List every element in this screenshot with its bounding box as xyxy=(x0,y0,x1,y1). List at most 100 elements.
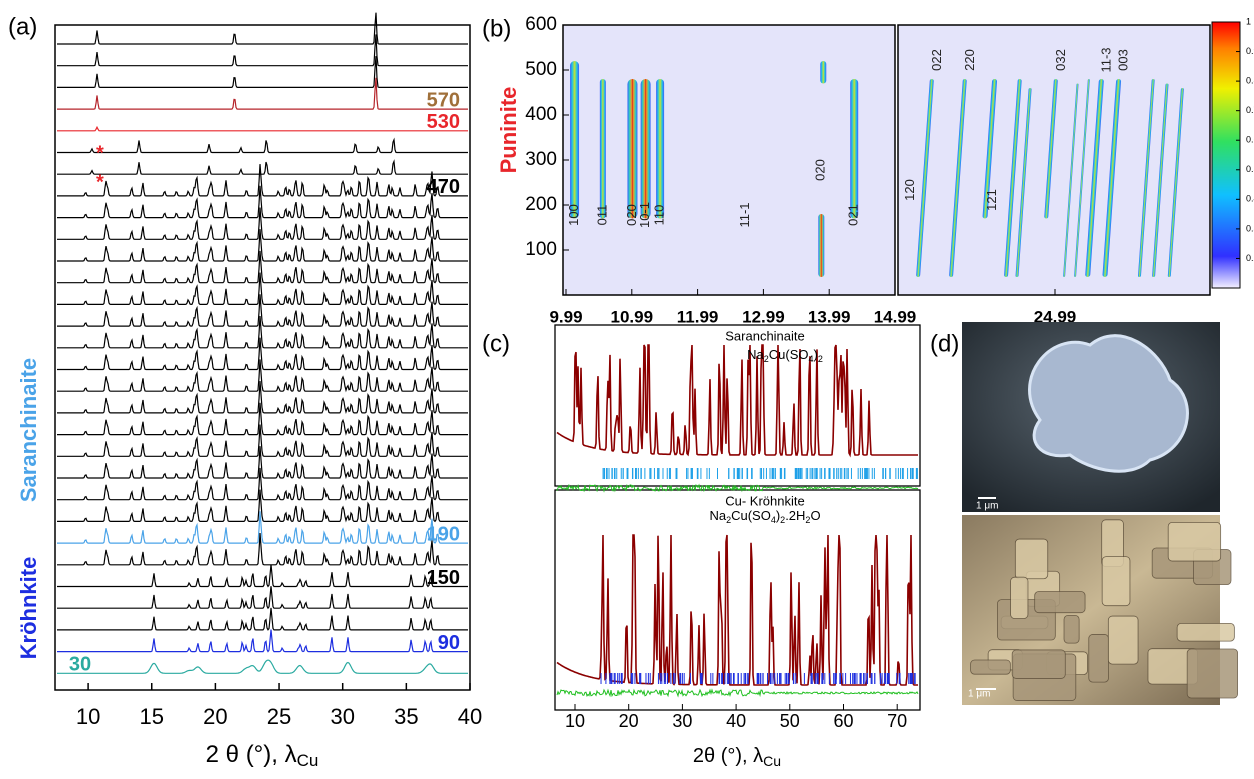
xrd-pattern xyxy=(57,629,468,653)
difference-curve xyxy=(556,688,919,698)
temperature-label: 150 xyxy=(427,567,460,589)
formula-subscript: 2 xyxy=(805,515,810,525)
contour-stripe xyxy=(1063,83,1079,277)
x-tick-label: 10.99 xyxy=(611,307,654,326)
phase-label: Saranchinaite xyxy=(16,358,41,502)
temperature-label: 530 xyxy=(427,111,460,133)
x-tick-label: 40 xyxy=(726,711,746,731)
contour-stripe xyxy=(627,79,638,219)
xrd-pattern xyxy=(57,586,468,610)
x-tick-label: 14.99 xyxy=(874,307,917,326)
sem-crystal xyxy=(1034,591,1086,614)
peak-label: 110 xyxy=(652,205,667,226)
x-tick-label: 40 xyxy=(458,704,482,729)
colorbar-tick-label: 0.9 xyxy=(1246,46,1254,56)
contour-stripe xyxy=(1102,79,1122,277)
scale-label: 1 μm xyxy=(968,689,990,700)
peak-label: 003 xyxy=(1116,49,1131,71)
xrd-pattern xyxy=(57,381,468,415)
colorbar-tick-label: 0.7 xyxy=(1246,105,1254,115)
peak-label: 220 xyxy=(962,49,977,71)
xrd-pattern xyxy=(57,164,468,198)
contour-stripe xyxy=(850,79,859,219)
xrd-pattern xyxy=(57,56,468,88)
formula-subscript: 2 xyxy=(764,354,769,364)
xrd-pattern xyxy=(57,424,468,458)
x-tick-label: 25 xyxy=(267,704,291,729)
x-axis-label-main: 2θ (°), λ xyxy=(693,745,763,767)
contour-stripe xyxy=(1015,88,1032,277)
sem-crystal xyxy=(1014,538,1049,580)
sem-crystal xyxy=(1010,576,1029,619)
contour-stripe xyxy=(982,79,998,219)
xrd-pattern xyxy=(57,532,468,566)
temperature-label: 570 xyxy=(427,89,460,111)
formula-subscript: 2 xyxy=(780,515,785,525)
x-tick-label: 12.99 xyxy=(742,307,785,326)
contour-stripe xyxy=(1152,83,1169,277)
sem-crystal xyxy=(1186,648,1239,699)
xrd-pattern xyxy=(57,159,468,175)
xrd-pattern xyxy=(57,34,468,67)
formula-part: Cu(SO xyxy=(769,347,809,362)
x-tick-label: 15 xyxy=(140,704,164,729)
sem-crystal xyxy=(1088,634,1109,683)
peak-label: 021 xyxy=(846,204,861,226)
xrd-pattern xyxy=(57,185,468,219)
xrd-pattern xyxy=(57,229,468,263)
phase-label: Kröhnkite xyxy=(16,557,41,660)
xrd-pattern xyxy=(57,12,468,45)
colorbar-tick-label: 0.5 xyxy=(1246,164,1254,174)
sem-crystal xyxy=(1063,614,1080,644)
x-tick-label: 13.99 xyxy=(808,307,851,326)
temperature-label: 30 xyxy=(69,654,91,676)
impurity-marker: * xyxy=(96,171,104,193)
xrd-pattern xyxy=(57,511,468,545)
x-tick-label: 35 xyxy=(394,704,418,729)
x-tick-label: 60 xyxy=(833,711,853,731)
panel-label: (d) xyxy=(930,330,959,357)
contour-stripe xyxy=(1085,79,1104,277)
x-tick-label: 11.99 xyxy=(677,307,719,326)
subplot-frame xyxy=(554,324,921,487)
x-tick-label: 10 xyxy=(565,711,585,731)
x-tick-label: 50 xyxy=(780,711,800,731)
sem-particle xyxy=(1028,334,1189,473)
xrd-pattern xyxy=(57,402,468,436)
x-tick-label: 30 xyxy=(672,711,692,731)
xrd-pattern xyxy=(57,77,468,110)
peak-label: 120 xyxy=(902,179,917,201)
colorbar-tick-label: 1 xyxy=(1246,16,1251,26)
peak-label: 100 xyxy=(566,204,581,226)
peak-label: 11-1 xyxy=(737,202,752,227)
peak-label: 022 xyxy=(929,49,944,71)
x-axis-label: 2θ (°), λCu xyxy=(693,745,781,768)
xrd-pattern xyxy=(57,207,468,241)
formula-part: .2H xyxy=(785,508,805,523)
x-tick-label: 20 xyxy=(203,704,227,729)
sem-crystal xyxy=(1167,522,1222,562)
y-tick-label: 500 xyxy=(525,59,557,80)
colorbar-tick-label: 0.4 xyxy=(1246,194,1254,204)
formula-part: Cu(SO xyxy=(731,508,771,523)
colorbar-tick-label: 0.6 xyxy=(1246,135,1254,145)
y-tick-label: 200 xyxy=(525,194,557,215)
sem-crystal xyxy=(1176,622,1235,642)
contour-stripe xyxy=(1167,88,1184,277)
y-tick-label: 600 xyxy=(525,14,557,35)
xrd-pattern xyxy=(57,359,468,393)
difference-curve xyxy=(556,483,919,493)
x-tick-label: 9.99 xyxy=(549,307,582,326)
map-background xyxy=(562,24,896,296)
sem-crystal xyxy=(1011,649,1066,679)
contour-stripe xyxy=(599,79,606,219)
x-axis-label: 2 θ (°), λCu xyxy=(206,741,319,770)
map-background xyxy=(897,24,1211,296)
x-tick-label: 20 xyxy=(619,711,639,731)
panel-label: (a) xyxy=(8,13,37,40)
xrd-pattern xyxy=(57,272,468,306)
x-tick-label: 70 xyxy=(887,711,907,731)
colorbar-tick-label: 0.8 xyxy=(1246,75,1254,85)
